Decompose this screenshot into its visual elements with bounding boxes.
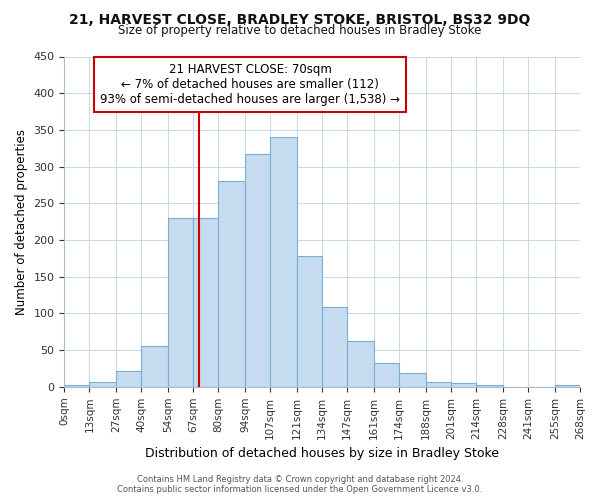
Bar	[64, 386, 89, 387]
Bar	[218, 182, 245, 387]
Bar	[399, 373, 426, 387]
Bar	[193, 218, 218, 387]
Bar	[451, 383, 476, 387]
Bar	[142, 346, 168, 387]
Bar	[168, 218, 193, 387]
Bar	[89, 382, 116, 387]
Bar	[116, 370, 142, 387]
Text: Size of property relative to detached houses in Bradley Stoke: Size of property relative to detached ho…	[118, 24, 482, 37]
Text: Contains HM Land Registry data © Crown copyright and database right 2024.
Contai: Contains HM Land Registry data © Crown c…	[118, 474, 482, 494]
Bar	[245, 154, 270, 387]
Y-axis label: Number of detached properties: Number of detached properties	[15, 128, 28, 314]
Bar	[347, 342, 374, 387]
Bar	[555, 384, 580, 387]
Bar	[297, 256, 322, 387]
X-axis label: Distribution of detached houses by size in Bradley Stoke: Distribution of detached houses by size …	[145, 447, 499, 460]
Bar	[374, 362, 399, 387]
Bar	[426, 382, 451, 387]
Text: 21 HARVEST CLOSE: 70sqm
← 7% of detached houses are smaller (112)
93% of semi-de: 21 HARVEST CLOSE: 70sqm ← 7% of detached…	[100, 63, 400, 106]
Bar	[322, 307, 347, 387]
Bar	[476, 386, 503, 387]
Text: 21, HARVEST CLOSE, BRADLEY STOKE, BRISTOL, BS32 9DQ: 21, HARVEST CLOSE, BRADLEY STOKE, BRISTO…	[70, 12, 530, 26]
Bar	[270, 137, 297, 387]
